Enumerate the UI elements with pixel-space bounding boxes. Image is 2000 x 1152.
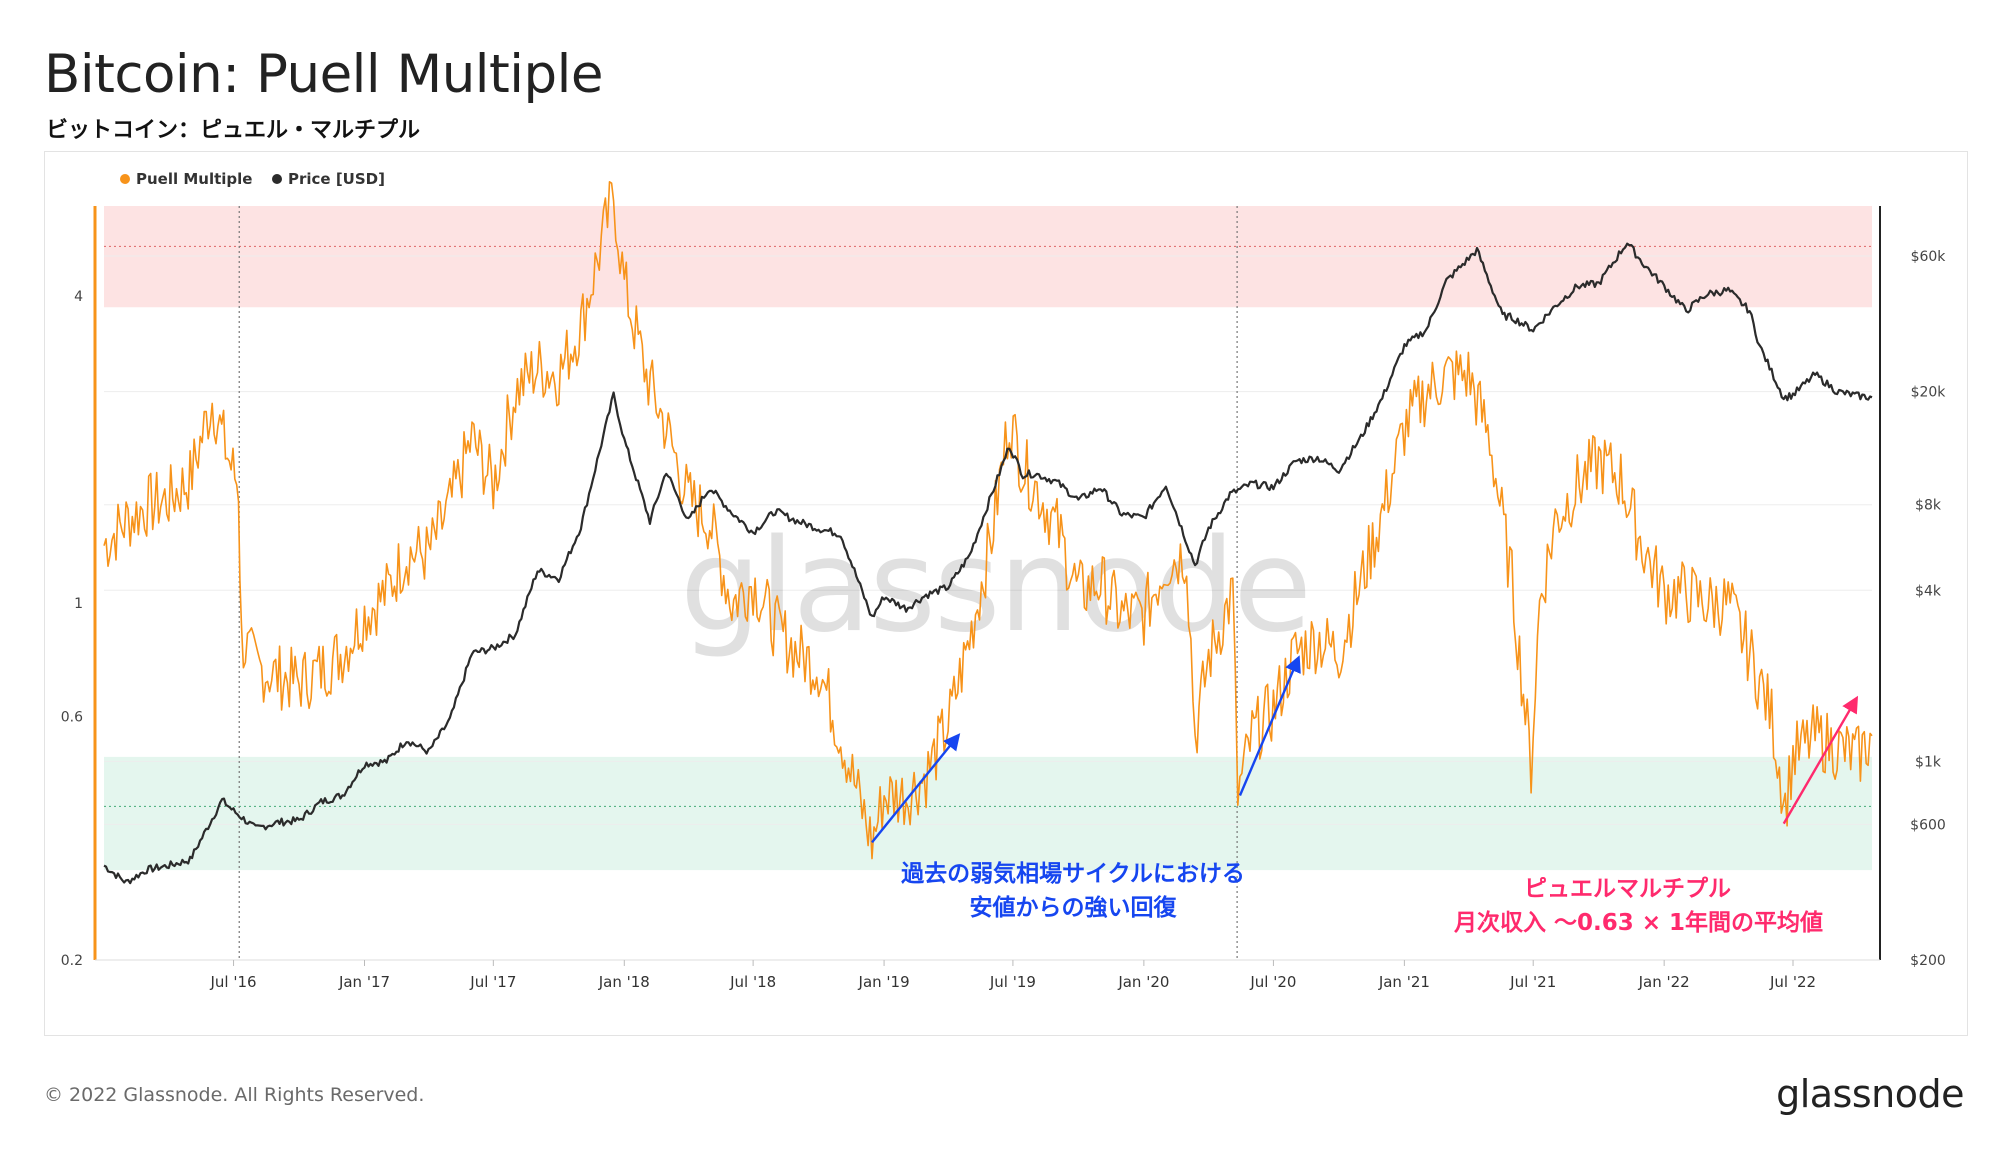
annotation-arrow-blue — [1238, 655, 1301, 796]
y-left-tick-label: 4 — [74, 289, 83, 305]
copyright-text: © 2022 Glassnode. All Rights Reserved. — [44, 1084, 425, 1106]
annotation-text-pink: ピュエルマルチプル — [1524, 876, 1731, 902]
y-left-tick-label: 0.2 — [61, 953, 83, 969]
legend-dot-puell — [120, 174, 130, 184]
legend-label-puell: Puell Multiple — [136, 170, 252, 188]
annotation-arrow-pink — [1782, 695, 1859, 825]
glassnode-logo: glassnode — [1776, 1072, 1964, 1116]
x-tick-label: Jul '21 — [1509, 973, 1556, 991]
annotation-text-pink: 月次収入 〜0.63 × 1年間の平均値 — [1453, 909, 1823, 936]
x-tick-label: Jan '21 — [1378, 973, 1430, 991]
page-title: Bitcoin: Puell Multiple — [44, 44, 604, 105]
x-tick-label: Jul '20 — [1249, 973, 1296, 991]
annotation-text-blue: 過去の弱気相場サイクルにおける — [901, 860, 1245, 887]
y-right-tick-label: $200 — [1910, 953, 1946, 969]
band-lower — [104, 756, 1872, 871]
y-right-tick-label: $20k — [1911, 385, 1947, 401]
x-tick-label: Jul '17 — [469, 973, 516, 991]
x-tick-label: Jan '22 — [1638, 973, 1690, 991]
y-right-tick-label: $8k — [1915, 498, 1942, 514]
x-tick-label: Jul '16 — [210, 973, 257, 991]
x-tick-label: Jan '17 — [338, 973, 390, 991]
x-tick-label: Jan '18 — [598, 973, 650, 991]
page-subtitle: ビットコイン：ピュエル・マルチプル — [46, 118, 421, 143]
x-tick-label: Jan '20 — [1117, 973, 1169, 991]
puell-multiple-chart[interactable]: glassnode0.20.614$200$600$1k$4k$8k$20k$6… — [45, 152, 1967, 1035]
y-right-tick-label: $60k — [1911, 249, 1947, 265]
chart-panel: glassnode 0.2 0.6 1 4 $200 $600 $1k $4k $8k $20k $6… — [44, 151, 1968, 1036]
x-tick-label: Jul '19 — [989, 973, 1036, 991]
y-right-tick-label: $600 — [1910, 817, 1946, 833]
y-right-tick-label: $4k — [1915, 583, 1942, 599]
legend-dot-price — [272, 174, 282, 184]
annotation-arrow-blue — [871, 733, 961, 844]
x-tick-label: Jul '18 — [729, 973, 776, 991]
legend-label-price: Price [USD] — [288, 170, 385, 188]
series-line-price — [103, 242, 1873, 885]
x-tick-label: Jul '22 — [1769, 973, 1816, 991]
annotation-text-blue: 安値からの強い回復 — [970, 894, 1178, 921]
y-left-tick-label: 0.6 — [61, 709, 83, 725]
series-line-puell-multiple — [103, 181, 1873, 860]
y-right-tick-label: $1k — [1915, 754, 1942, 770]
band-upper — [104, 206, 1872, 308]
y-left-tick-label: 1 — [74, 596, 83, 612]
x-tick-label: Jan '19 — [858, 973, 910, 991]
